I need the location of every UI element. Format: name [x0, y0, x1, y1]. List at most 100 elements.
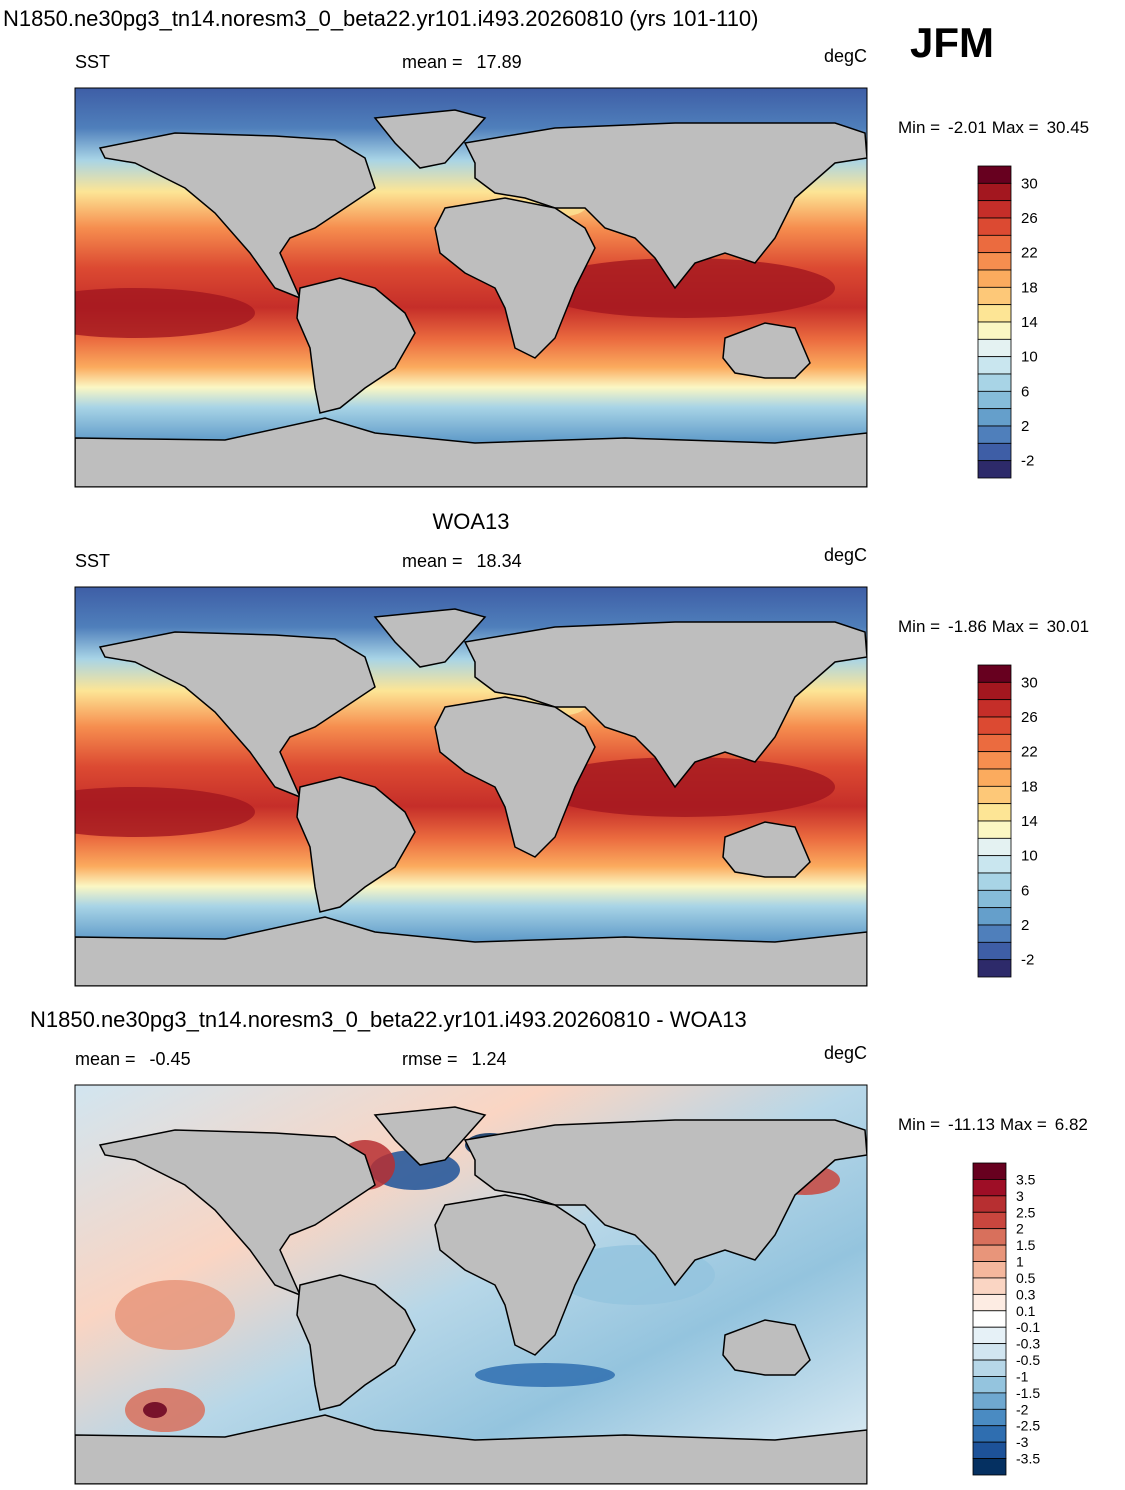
- max-label: Max =: [1000, 1115, 1047, 1134]
- min-value: -11.13: [948, 1115, 995, 1134]
- colorbar-label: 18: [1021, 279, 1038, 296]
- stat-value: -0.45: [150, 1049, 191, 1069]
- colorbar-box: [977, 408, 1012, 427]
- colorbar-box: [972, 1343, 1007, 1361]
- colorbar-label: -0.3: [1016, 1336, 1040, 1352]
- colorbar-box: [972, 1179, 1007, 1197]
- colorbar-label: 30: [1021, 175, 1038, 192]
- units-label: degC: [824, 46, 867, 66]
- colorbar-box: [977, 681, 1012, 701]
- colorbar-box: [972, 1162, 1007, 1180]
- sst-feature: [535, 757, 835, 817]
- max-value: 6.82: [1055, 1115, 1088, 1134]
- colorbar-box: [977, 373, 1012, 392]
- min-label: Min =: [898, 118, 940, 137]
- anomaly-feature: [475, 1363, 615, 1387]
- map: [74, 586, 868, 987]
- colorbar-label: 14: [1021, 813, 1038, 830]
- colorbar-label: -3: [1016, 1434, 1029, 1450]
- colorbar-box: [977, 252, 1012, 271]
- colorbar-box: [977, 785, 1012, 805]
- colorbar-box: [972, 1441, 1007, 1459]
- colorbar-label: 2: [1021, 418, 1029, 435]
- colorbar-label: 6: [1021, 383, 1029, 400]
- land: [98, 1129, 376, 1297]
- colorbar-box: [977, 182, 1012, 202]
- colorbar-box: [972, 1211, 1007, 1230]
- colorbar-label: -1: [1016, 1368, 1029, 1384]
- colorbar-box: [972, 1293, 1007, 1312]
- colorbar-label: 3.5: [1016, 1171, 1036, 1187]
- stat-name: mean =: [402, 551, 463, 571]
- colorbar-box: [977, 907, 1012, 926]
- map: [74, 87, 868, 488]
- colorbar-label: 26: [1021, 210, 1038, 227]
- land: [463, 621, 867, 789]
- colorbar-box: [977, 165, 1012, 184]
- colorbar-label: -0.5: [1016, 1352, 1040, 1368]
- colorbar-label: -2.5: [1016, 1418, 1040, 1434]
- anomaly-feature: [143, 1402, 167, 1418]
- land: [75, 417, 867, 487]
- land: [75, 1414, 867, 1484]
- map: [74, 1084, 868, 1485]
- map-frame: [74, 87, 868, 488]
- colorbar-label: 22: [1021, 744, 1038, 761]
- colorbar-label: -2: [1021, 952, 1034, 969]
- colorbar-label: 2.5: [1016, 1204, 1036, 1220]
- colorbar-box: [977, 855, 1012, 874]
- min-max-label: Min = -2.01 Max = 30.45: [898, 118, 1089, 137]
- variable-label: SST: [75, 52, 110, 72]
- stat-label: rmse = 1.24: [402, 1049, 507, 1069]
- min-label: Min =: [898, 617, 940, 636]
- land: [434, 1194, 596, 1356]
- land: [296, 1274, 416, 1411]
- colorbar-box: [972, 1228, 1007, 1246]
- figure-title: N1850.ne30pg3_tn14.noresm3_0_beta22.yr10…: [3, 6, 759, 31]
- units-label: degC: [824, 545, 867, 565]
- colorbar-box: [977, 269, 1012, 288]
- land: [98, 132, 376, 300]
- land: [98, 631, 376, 799]
- stat-value: 18.34: [477, 551, 522, 571]
- land: [463, 1119, 867, 1287]
- sst-feature: [535, 258, 835, 318]
- colorbar-box: [972, 1310, 1007, 1328]
- land: [373, 109, 487, 169]
- colorbar-box: [977, 286, 1012, 306]
- colorbar-box: [977, 803, 1012, 822]
- colorbar-box: [972, 1392, 1007, 1410]
- colorbar-label: 30: [1021, 674, 1038, 691]
- colorbar-box: [977, 889, 1012, 909]
- map-frame: [74, 586, 868, 987]
- colorbar-box: [972, 1376, 1007, 1394]
- land: [75, 916, 867, 986]
- colorbar-box: [977, 321, 1012, 340]
- min-value: -1.86: [948, 617, 987, 636]
- colorbar-box: [972, 1458, 1007, 1476]
- colorbar-label: -3.5: [1016, 1451, 1040, 1467]
- stat-label: mean = 17.89: [402, 52, 522, 72]
- colorbar-box: [977, 390, 1012, 410]
- map-body: [75, 88, 867, 487]
- colorbar-label: 0.1: [1016, 1303, 1036, 1319]
- colorbar-label: 2: [1016, 1221, 1024, 1237]
- colorbar-box: [977, 356, 1012, 375]
- colorbar-box: [972, 1244, 1007, 1262]
- colorbar-box: [977, 664, 1012, 683]
- land: [463, 122, 867, 290]
- colorbar-label: 3: [1016, 1188, 1024, 1204]
- colorbar-box: [972, 1425, 1007, 1443]
- colorbar-box: [977, 768, 1012, 787]
- stat-label: mean = 18.34: [402, 551, 522, 571]
- land: [722, 1319, 811, 1376]
- land: [296, 776, 416, 913]
- stat-value: 1.24: [472, 1049, 507, 1069]
- colorbar-label: 6: [1021, 882, 1029, 899]
- colorbar-box: [977, 217, 1012, 236]
- colorbar-box: [977, 699, 1012, 718]
- land: [434, 197, 596, 359]
- colorbar-label: 1: [1016, 1254, 1024, 1270]
- land: [373, 1106, 487, 1166]
- sst-feature: [75, 787, 255, 837]
